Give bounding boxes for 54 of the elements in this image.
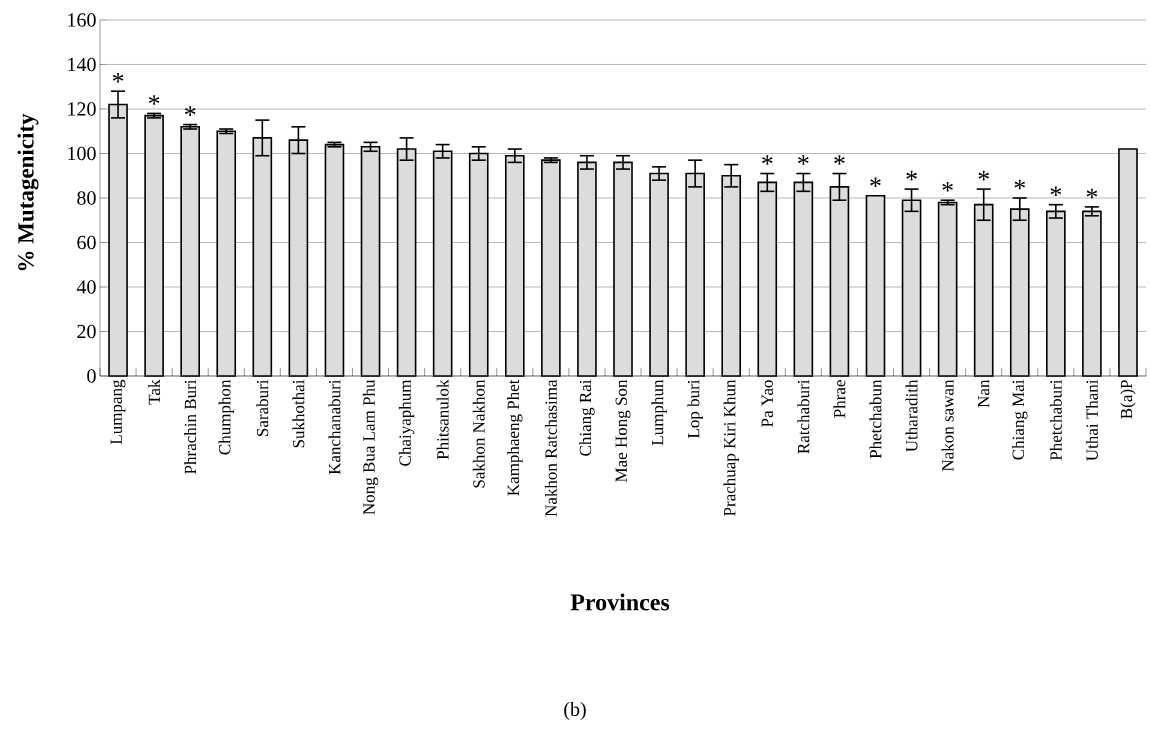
- x-tick-label: Saraburi: [256, 379, 269, 436]
- annotation: *: [870, 177, 881, 188]
- x-tick-label: Lumpang: [110, 379, 126, 445]
- annotation: *: [148, 95, 160, 105]
- x-tick-label: Chiang Mai: [1012, 379, 1028, 460]
- annotation: *: [1050, 186, 1062, 196]
- x-tick-label: Ratchaburi: [797, 379, 810, 454]
- annotation: *: [762, 155, 773, 165]
- x-tick-label: Phrae: [833, 380, 846, 418]
- x-tick-label: Kamphaeng Phet: [507, 379, 523, 496]
- annotation: *: [906, 170, 917, 181]
- y-axis-title: % Mutagenicity: [17, 113, 39, 271]
- x-tick-label: Phetchaburi: [1049, 379, 1062, 461]
- x-tick-label: Nan: [978, 379, 990, 408]
- x-tick-label: Nakon sawan: [941, 379, 954, 472]
- annotation: *: [184, 106, 196, 116]
- x-tick-label: Lop buri: [687, 379, 703, 439]
- y-tick-label: 160: [68, 13, 96, 27]
- x-tick-label: Nakhon Ratchasima: [544, 379, 557, 517]
- annotation: *: [1014, 179, 1026, 190]
- x-tick-label: Kanchanaburi: [328, 379, 341, 475]
- annotation: *: [798, 155, 809, 165]
- x-tick-label: Chumphon: [218, 379, 234, 455]
- annotation: *: [978, 170, 989, 181]
- y-tick-label: 60: [77, 235, 96, 250]
- x-axis-title: Provinces: [570, 593, 670, 611]
- y-tick-label: 120: [68, 102, 96, 116]
- y-tick-label: 80: [77, 191, 96, 205]
- x-tick-label: Chaiyaphum: [398, 379, 415, 466]
- text: (b): [564, 701, 586, 721]
- x-tick-label: B(a)P: [1120, 380, 1136, 419]
- annotation: *: [942, 181, 953, 192]
- y-tick-label: 40: [76, 280, 96, 294]
- x-tick-label: Lumphun: [651, 379, 667, 446]
- x-tick-label: Sukhothai: [292, 379, 305, 448]
- x-tick-label: Tak: [148, 379, 161, 405]
- x-tick-label: Nong Bua Lam Phu: [362, 379, 379, 515]
- y-tick-label: 0: [87, 369, 96, 383]
- x-tick-label: Chiang Rai: [579, 379, 595, 456]
- x-tick-label: Phetchabun: [869, 379, 882, 459]
- x-tick-label: Prachuap Kiri Khun: [723, 379, 739, 516]
- x-tick-label: Phitsanulok: [436, 379, 449, 460]
- y-tick-label: 140: [68, 57, 96, 72]
- annotation: *: [112, 72, 124, 83]
- x-tick-label: Sakhon Nakhon: [472, 379, 485, 488]
- x-tick-label: Mae Hong Son: [615, 379, 631, 482]
- annotation: *: [1086, 188, 1098, 199]
- x-tick-label: Pa Yao: [761, 380, 773, 427]
- y-tick-label: 20: [77, 324, 96, 339]
- x-tick-label: Phrachin Buri: [184, 379, 197, 474]
- annotation: *: [834, 155, 845, 165]
- x-tick-label: Utharadith: [905, 379, 918, 452]
- y-tick-label: 100: [68, 146, 96, 161]
- x-tick-label: Uthai Thani: [1085, 379, 1098, 461]
